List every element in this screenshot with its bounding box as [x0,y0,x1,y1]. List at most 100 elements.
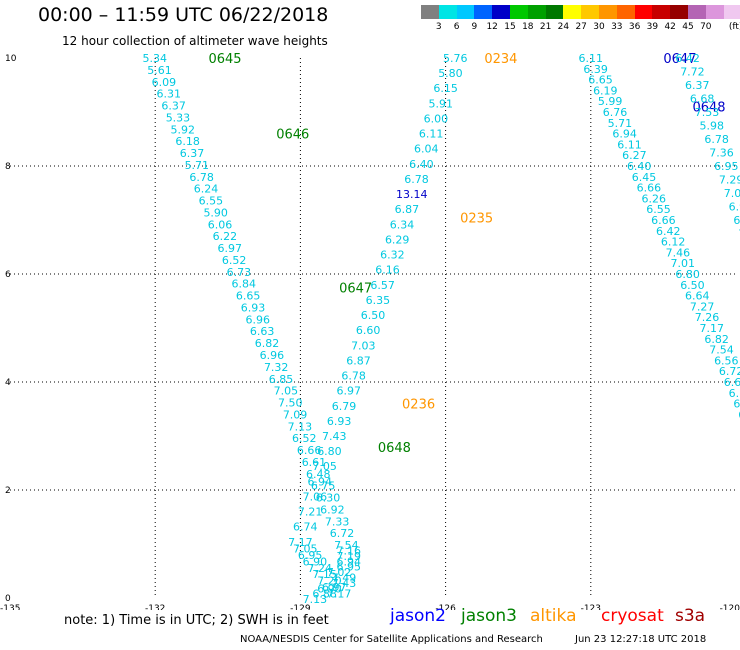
data-point-cryosat: 7.72 [680,66,705,79]
data-point-altika: 6.87 [395,203,420,216]
scale-swatch [599,5,617,19]
data-point-jason3: 6.75 [311,480,336,493]
data-point-jason3: 7.50 [278,397,303,410]
y-tick-label: 6 [5,270,11,280]
data-point-jason3: 6.37 [180,147,205,160]
data-point-jason3: 6.09 [152,76,177,89]
scale-label: 6 [453,22,460,32]
data-point-jason2: 6.73 [729,387,740,400]
data-point-jason2: 6.42 [656,225,681,238]
data-point-jason2: 6.11 [617,138,642,151]
data-point-altika: 6.57 [370,279,395,292]
data-point-jason2: 7.01 [671,257,696,270]
data-point-jason3: 6.92 [320,503,345,516]
data-point-altika: 5.91 [429,97,454,110]
scale-label: 70 [700,22,712,32]
data-point-jason3: 7.54 [334,539,359,552]
scale-label: 33 [611,22,623,32]
scale-swatch [581,5,599,19]
time-marker-altika: 0236 [402,398,435,413]
data-point-altika: 6.00 [424,112,449,125]
time-marker-jason2: 0647 [663,52,696,67]
legend-satellite-s3a: s3a [675,606,706,626]
scale-swatch [474,5,493,19]
data-point-altika: 6.74 [293,521,318,534]
data-point-cryosat: 6.69 [733,214,740,227]
data-point-jason2: 7.46 [666,246,691,259]
data-point-jason3: 6.84 [232,278,257,291]
data-point-cryosat: 6.42 [675,52,700,65]
data-point-cryosat: 7.36 [709,147,734,160]
data-point-jason3: 6.52 [222,254,247,267]
data-point-altika: 6.29 [385,233,410,246]
data-point-jason2: 6.19 [593,84,618,97]
data-point-jason2: 6.64 [685,290,710,303]
scale-label: 21 [539,22,552,32]
data-point-jason2: 6.50 [680,279,705,292]
data-point-jason3: 6.06 [208,218,233,231]
data-point-jason3: 7.49 [332,571,357,584]
data-point-altika: 7.20 [317,575,342,588]
data-point-altika: 6.90 [303,555,328,568]
y-tick-label: 0 [5,594,11,604]
data-point-jason3: 7.13 [288,420,313,433]
data-point-jason3: 7.09 [283,408,308,421]
data-point-jason2: 6.64 [724,376,740,389]
data-point-jason3: 6.97 [217,242,242,255]
scale-swatch [670,5,688,19]
data-point-jason3: 7.33 [325,515,350,528]
data-point-jason3: 6.18 [175,135,200,148]
legend-satellite-jason2: jason2 [390,606,446,626]
data-point-jason2: 7.54 [709,344,734,357]
data-point-jason3: 6.48 [306,468,331,481]
data-point-altika: 7.21 [298,506,323,519]
data-point-jason3: 6.22 [213,230,238,243]
data-point-altika: 6.04 [414,143,439,156]
data-point-jason3: 6.88 [312,588,337,601]
scale-swatch [723,5,740,19]
scale-label: 12 [486,22,498,32]
data-point-jason2: 7.17 [700,322,725,335]
data-point-cryosat: 7.27 [738,228,740,241]
data-point-jason2: 6.27 [622,149,647,162]
data-point-altika: 6.60 [356,324,381,337]
data-point-cryosat: 5.98 [700,120,725,133]
data-point-cryosat: 7.29 [719,174,740,187]
data-point-cryosat: 6.99 [729,201,740,214]
time-marker-jason3: 0648 [378,441,411,456]
data-point-cryosat: 6.68 [690,93,715,106]
time-marker-altika: 0234 [484,52,517,67]
scale-swatch [438,5,457,19]
data-point-jason3: 5.71 [185,159,210,172]
data-point-jason2: 7.26 [695,311,720,324]
data-point-jason2: 6.40 [627,160,652,173]
legend-satellite-altika: altika [530,606,577,626]
scale-label: 36 [628,22,641,32]
scale-swatch [616,5,635,19]
data-point-jason2: 6.76 [733,398,740,411]
data-point-jason2: 6.55 [646,203,671,216]
scale-label: 15 [504,22,516,32]
data-point-jason3: 6.95 [337,561,362,574]
scale-swatch [705,5,724,19]
data-point-jason3: 6.37 [161,100,186,113]
data-point-jason3: 6.31 [157,88,182,101]
data-point-jason2: 6.82 [704,333,729,346]
x-tick-label: -135 [0,604,20,610]
scale-swatch [563,5,582,19]
scale-label: 30 [593,22,605,32]
time-marker-jason3: 0646 [276,128,309,143]
data-point-jason3: 6.52 [292,432,317,445]
data-point-jason3: 6.94 [337,555,362,568]
data-point-jason2: 6.12 [661,236,686,249]
data-point-jason3: 5.61 [147,64,172,77]
data-point-altika: 6.15 [433,82,458,95]
scale-swatch [527,5,546,19]
data-point-altika: 7.24 [308,562,333,575]
data-point-altika: 6.35 [366,294,391,307]
data-point-jason3: 5.92 [171,123,196,136]
data-point-altika: 5.80 [438,67,463,80]
data-point-jason3: 7.05 [274,385,299,398]
legend-row: note: 1) Time is in UTC; 2) SWH is in fe… [0,606,740,632]
